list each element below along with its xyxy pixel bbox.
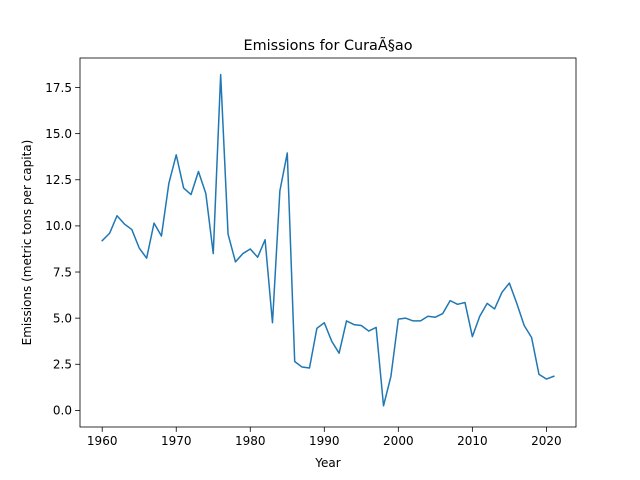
data-point [420,320,422,322]
data-point [264,239,266,241]
data-point [398,318,400,320]
series-layer [101,73,555,407]
data-point [516,303,518,305]
data-point [205,193,207,195]
x-tick-label: 1980 [235,434,266,448]
data-point [323,322,325,324]
data-point [109,232,111,234]
data-point [509,282,511,284]
data-point [257,256,259,258]
data-point [116,215,118,217]
x-axis-ticks: 1960 1970 1980 1990 2000 2010 2020 [87,427,562,448]
data-point [523,325,525,327]
data-point [220,74,222,76]
data-point [235,261,237,263]
plot-area [79,57,577,428]
y-tick-label: 17.5 [45,81,72,95]
data-point [212,253,214,255]
data-point [168,183,170,185]
y-tick-label: 10.0 [45,219,72,233]
data-point [161,235,163,237]
data-point [546,378,548,380]
data-point [146,257,148,259]
data-point [309,367,311,369]
x-tick-label: 2020 [531,434,562,448]
data-point [553,375,555,377]
data-point [412,320,414,322]
data-point [190,194,192,196]
data-point [183,187,185,189]
data-point [368,330,370,332]
data-point [131,229,133,231]
data-point [338,352,340,354]
data-point [486,303,488,305]
data-point [101,240,103,242]
data-point [449,300,451,302]
x-tick-label: 1960 [87,434,118,448]
y-tick-label: 15.0 [45,127,72,141]
data-point [405,317,407,319]
y-tick-label: 7.5 [53,265,72,279]
series-line [101,73,555,407]
data-point [294,361,296,363]
data-point [279,190,281,192]
data-point [472,336,474,338]
data-point [316,327,318,329]
data-point [361,325,363,327]
data-point [501,292,503,294]
data-point [249,248,251,250]
data-point [390,375,392,377]
plot-background [80,58,576,427]
data-point [442,313,444,315]
data-point [124,223,126,225]
data-point [242,253,244,255]
data-point [138,247,140,249]
data-point [353,324,355,326]
data-point [479,316,481,318]
data-point [198,171,200,173]
data-point [175,154,177,156]
y-axis-ticks: 0.0 2.5 5.0 7.5 10.0 12.5 15.0 17.5 [45,81,80,418]
data-point [153,222,155,224]
plot-frame [79,57,577,428]
data-point [227,233,229,235]
x-tick-label: 2010 [457,434,488,448]
chart-title: Emissions for CuraÃ§ao [243,37,412,54]
data-point [531,337,533,339]
data-point [494,308,496,310]
data-point [375,327,377,329]
y-tick-label: 12.5 [45,173,72,187]
x-tick-label: 1970 [161,434,192,448]
x-tick-label: 1990 [309,434,340,448]
data-point [301,366,303,368]
y-tick-label: 5.0 [53,311,72,325]
data-point [286,152,288,154]
data-point [435,316,437,318]
y-tick-label: 0.0 [53,404,72,418]
x-axis-label: Year [314,456,340,470]
y-axis-label: Emissions (metric tons per capita) [20,140,34,346]
data-point [457,304,459,306]
x-tick-label: 2000 [383,434,414,448]
data-point [383,405,385,407]
data-point [346,320,348,322]
data-point [464,302,466,304]
data-point [538,374,540,376]
data-point [331,340,333,342]
y-tick-label: 2.5 [53,358,72,372]
data-point [272,322,274,324]
data-point [427,316,429,318]
